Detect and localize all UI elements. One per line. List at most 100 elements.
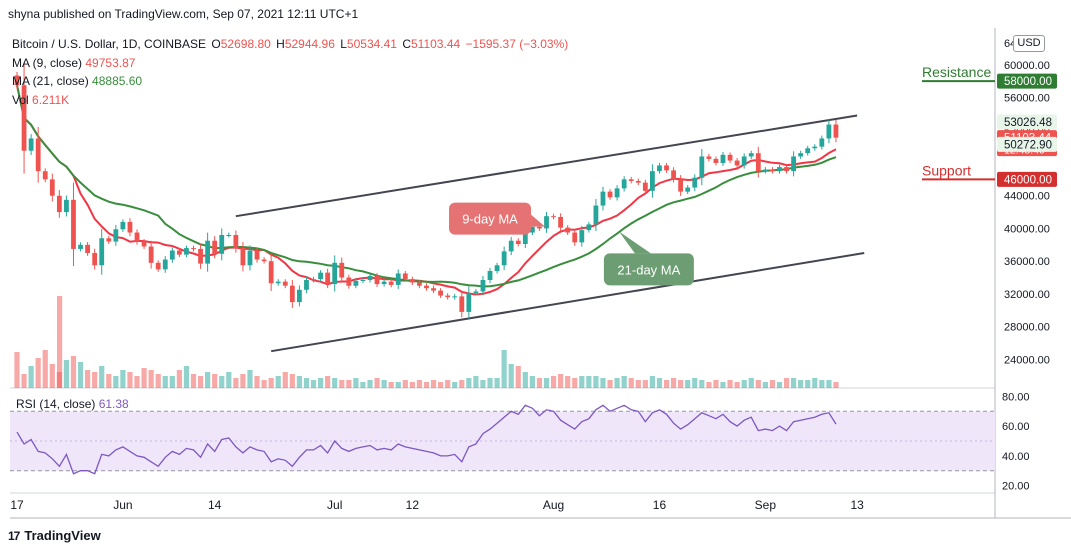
- ma21-line: [16, 85, 837, 288]
- volume-bar: [49, 364, 55, 388]
- volume-bar: [226, 372, 232, 388]
- annotation-pointer: [618, 231, 651, 254]
- volume-bar: [579, 376, 585, 388]
- price-label-box: [997, 171, 1057, 187]
- volume-bar: [374, 378, 380, 388]
- volume-bar: [466, 378, 472, 388]
- price-label-box: [997, 73, 1057, 89]
- candle-body: [508, 240, 514, 252]
- candle-body: [685, 187, 691, 192]
- price-tick-label: 36000.00: [1004, 256, 1050, 268]
- volume-bar: [310, 380, 317, 388]
- currency-badge[interactable]: USD: [1013, 35, 1045, 52]
- candle-body: [219, 235, 225, 254]
- volume-bar: [303, 378, 310, 388]
- volume-bar: [776, 382, 783, 388]
- volume-bar: [134, 376, 140, 388]
- high-value: 52944.96: [284, 37, 335, 51]
- volume-bar: [127, 372, 133, 388]
- volume-bar: [565, 376, 571, 388]
- volume-bar: [473, 376, 479, 388]
- candle-body: [184, 248, 189, 255]
- time-tick-label: Jun: [113, 498, 132, 512]
- volume-bar: [593, 376, 599, 388]
- volume-bar: [769, 380, 776, 388]
- annotation-box: [449, 202, 532, 235]
- ma21-row[interactable]: MA (21, close) 48885.60: [12, 72, 568, 91]
- time-tick-label: 17: [10, 498, 24, 512]
- volume-bar: [558, 374, 564, 388]
- volume-bar: [212, 374, 218, 388]
- volume-bar: [635, 380, 641, 388]
- close-label: C: [402, 37, 411, 51]
- trendline-lower: [270, 252, 865, 353]
- candle-body: [417, 282, 422, 286]
- volume-bar: [409, 382, 415, 388]
- rsi-tick-label: 60.00: [1002, 421, 1030, 433]
- ma21-value: 48885.60: [92, 74, 143, 88]
- volume-bar: [699, 380, 705, 388]
- candle-body: [727, 154, 733, 161]
- volume-bar: [734, 382, 740, 388]
- candle-body: [438, 290, 443, 296]
- volume-bar: [727, 380, 733, 388]
- candle-body: [106, 238, 112, 242]
- volume-bar: [346, 380, 352, 388]
- candle-body: [537, 226, 542, 229]
- volume-bar: [741, 380, 747, 388]
- rsi-line: [16, 404, 837, 475]
- rsi-label: RSI (14, close) 61.38: [16, 397, 129, 411]
- candle-body: [78, 244, 83, 249]
- candle-body: [501, 251, 507, 266]
- volume-bar: [649, 376, 655, 388]
- price-label-text: 50272.90: [1004, 139, 1052, 151]
- candle-body: [699, 156, 705, 178]
- volume-bar: [176, 370, 182, 388]
- candle-body: [487, 271, 493, 280]
- candle-body: [353, 280, 359, 286]
- candle-body: [169, 250, 175, 260]
- price-tick-label: 60000.00: [1004, 60, 1050, 72]
- candle-body: [748, 153, 754, 157]
- low-label: L: [340, 37, 347, 51]
- candle-body: [635, 181, 641, 183]
- price-label-box: [997, 114, 1057, 130]
- volume-bar: [826, 380, 832, 388]
- volume-bar: [155, 374, 161, 388]
- tradingview-brand[interactable]: 17 TradingView: [8, 528, 101, 543]
- chart-legend: Bitcoin / U.S. Dollar, 1D, COINBASE O526…: [12, 35, 568, 109]
- price-tick-label: 32000.00: [1004, 289, 1050, 301]
- volume-bar: [586, 376, 592, 388]
- volume-bar: [607, 380, 613, 388]
- ma21-label: MA (21, close): [12, 74, 89, 88]
- volume-row[interactable]: Vol 6.211K: [12, 91, 568, 110]
- candle-body: [71, 199, 76, 249]
- volume-bar: [798, 380, 804, 388]
- candle-body: [155, 262, 161, 270]
- candle-body: [678, 179, 684, 192]
- volume-bar: [395, 382, 401, 388]
- candle-body: [770, 169, 775, 172]
- candle-body: [282, 281, 288, 286]
- candle-body: [247, 250, 253, 266]
- volume-bar: [600, 378, 606, 388]
- volume-bar: [317, 378, 324, 388]
- volume-bar: [233, 378, 239, 388]
- candle-body: [459, 296, 465, 312]
- support-label: Support: [922, 162, 971, 178]
- symbol-title[interactable]: Bitcoin / U.S. Dollar, 1D, COINBASE: [12, 37, 207, 51]
- volume-bar: [748, 378, 754, 388]
- volume-bar: [353, 378, 359, 388]
- volume-bar: [614, 378, 620, 388]
- candle-body: [600, 191, 606, 206]
- volume-bar: [28, 366, 34, 388]
- candle-body: [607, 191, 613, 198]
- volume-bar: [621, 376, 627, 388]
- ma9-row[interactable]: MA (9, close) 49753.87: [12, 54, 568, 73]
- resistance-label: Resistance: [922, 64, 991, 80]
- close-value: 51103.44: [411, 37, 461, 51]
- volume-bar: [77, 362, 84, 388]
- rsi-tick-label: 40.00: [1002, 451, 1030, 463]
